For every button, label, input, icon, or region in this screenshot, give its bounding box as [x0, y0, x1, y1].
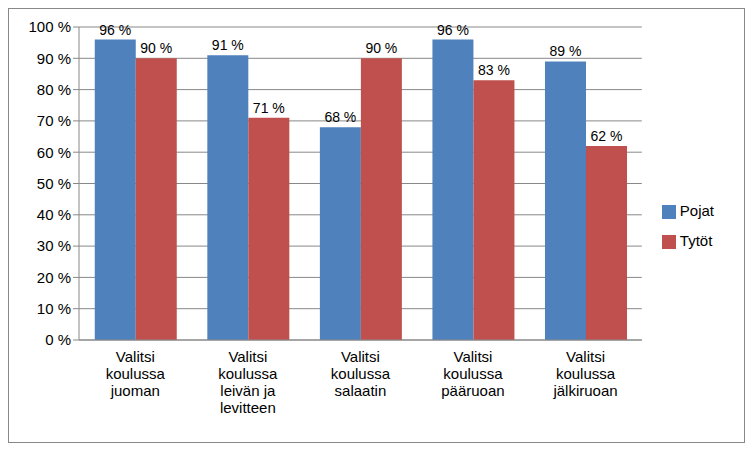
svg-text:Valitsikoulussajuoman: Valitsikoulussajuoman — [106, 348, 166, 399]
svg-text:89 %: 89 % — [550, 43, 582, 59]
html-text:Tytöt: Tytöt — [679, 231, 713, 249]
svg-text:90 %: 90 % — [140, 40, 172, 56]
svg-text:90 %: 90 % — [37, 50, 71, 67]
svg-text:83 %: 83 % — [478, 62, 510, 78]
svg-text:62 %: 62 % — [591, 128, 623, 144]
svg-text:40 %: 40 % — [37, 206, 71, 223]
svg-text:96 %: 96 % — [99, 22, 131, 38]
svg-text:70 %: 70 % — [37, 112, 71, 129]
svg-text:68 %: 68 % — [324, 109, 356, 125]
svg-text:80 %: 80 % — [37, 81, 71, 98]
svg-text:Valitsikoulussaleivän jalevitt: Valitsikoulussaleivän jalevitteen — [218, 348, 278, 416]
svg-text:96 %: 96 % — [437, 22, 469, 38]
svg-text:50 %: 50 % — [37, 175, 71, 192]
svg-text:Valitsikoulussajälkiruoan: Valitsikoulussajälkiruoan — [552, 348, 617, 399]
svg-text:Valitsikoulussasalaatin: Valitsikoulussasalaatin — [331, 348, 391, 399]
svg-text:60 %: 60 % — [37, 144, 71, 161]
svg-text:90 %: 90 % — [365, 40, 397, 56]
svg-text:10 %: 10 % — [37, 300, 71, 317]
svg-text:91 %: 91 % — [212, 37, 244, 53]
svg-text:71 %: 71 % — [253, 100, 285, 116]
svg-text:Valitsikoulussapääruoan: Valitsikoulussapääruoan — [441, 348, 504, 399]
svg-text:100 %: 100 % — [28, 18, 71, 35]
html-text:Pojat: Pojat — [679, 201, 714, 219]
svg-text:0 %: 0 % — [45, 331, 71, 348]
svg-text:20 %: 20 % — [37, 269, 71, 286]
svg-text:30 %: 30 % — [37, 237, 71, 254]
